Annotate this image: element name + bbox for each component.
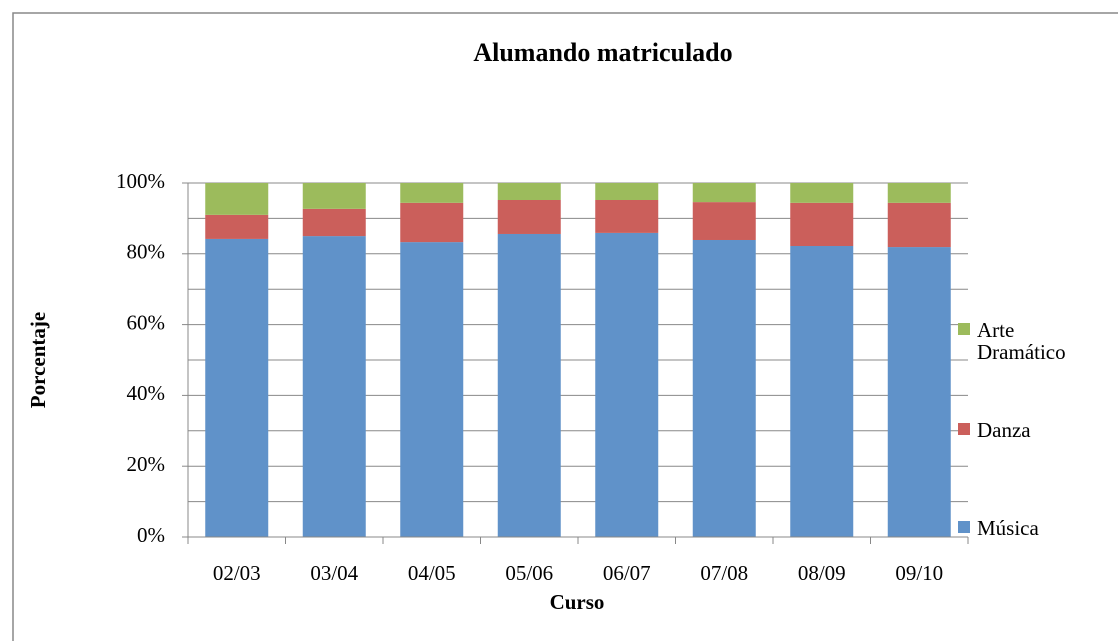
bar-segment xyxy=(205,183,269,215)
bar-segment xyxy=(205,238,269,537)
bar-segment xyxy=(790,202,854,247)
legend-swatch xyxy=(958,423,970,435)
y-tick-label: 60% xyxy=(127,310,166,334)
legend-label: Danza xyxy=(977,418,1031,442)
bar-segment xyxy=(692,183,756,203)
bar-segment xyxy=(790,183,854,203)
bar-segment xyxy=(302,236,366,537)
legend-swatch xyxy=(958,521,970,533)
bar-segment xyxy=(205,214,269,239)
x-tick-label: 02/03 xyxy=(213,561,261,585)
chart-title: Alumando matriculado xyxy=(473,38,732,67)
bar-segment xyxy=(595,183,659,200)
x-axis-label: Curso xyxy=(550,590,605,614)
bar-segment xyxy=(692,239,756,537)
x-tick-label: 03/04 xyxy=(310,561,358,585)
legend-label: Arte Dramático xyxy=(977,318,1066,364)
y-tick-label: 100% xyxy=(116,169,165,193)
bar-segment xyxy=(400,242,464,538)
y-tick-label: 0% xyxy=(137,523,165,547)
x-tick-label: 06/07 xyxy=(603,561,651,585)
bar-segment xyxy=(302,208,366,237)
x-tick-label: 08/09 xyxy=(798,561,846,585)
bar-segment xyxy=(887,183,951,203)
y-tick-label: 80% xyxy=(127,240,166,264)
bar-segment xyxy=(595,199,659,233)
bar-segment xyxy=(887,247,951,537)
x-tick-label: 05/06 xyxy=(505,561,553,585)
chart-border xyxy=(12,12,1118,641)
bar-segment xyxy=(302,183,366,209)
x-tick-label: 04/05 xyxy=(408,561,456,585)
bar-segment xyxy=(497,183,561,200)
bar-segment xyxy=(400,183,464,203)
legend-swatch xyxy=(958,323,970,335)
bar-segment xyxy=(497,233,561,537)
y-tick-label: 20% xyxy=(127,452,166,476)
bar-segment xyxy=(595,232,659,537)
bar-segment xyxy=(400,202,464,243)
x-tick-label: 09/10 xyxy=(895,561,943,585)
x-tick-label: 07/08 xyxy=(700,561,748,585)
legend-label: Música xyxy=(977,516,1040,540)
bar-segment xyxy=(790,246,854,537)
y-tick-label: 40% xyxy=(127,381,166,405)
y-axis-label: Porcentaje xyxy=(26,312,50,408)
bar-segment xyxy=(497,199,561,234)
bar-segment xyxy=(692,202,756,240)
bar-segment xyxy=(887,202,951,248)
